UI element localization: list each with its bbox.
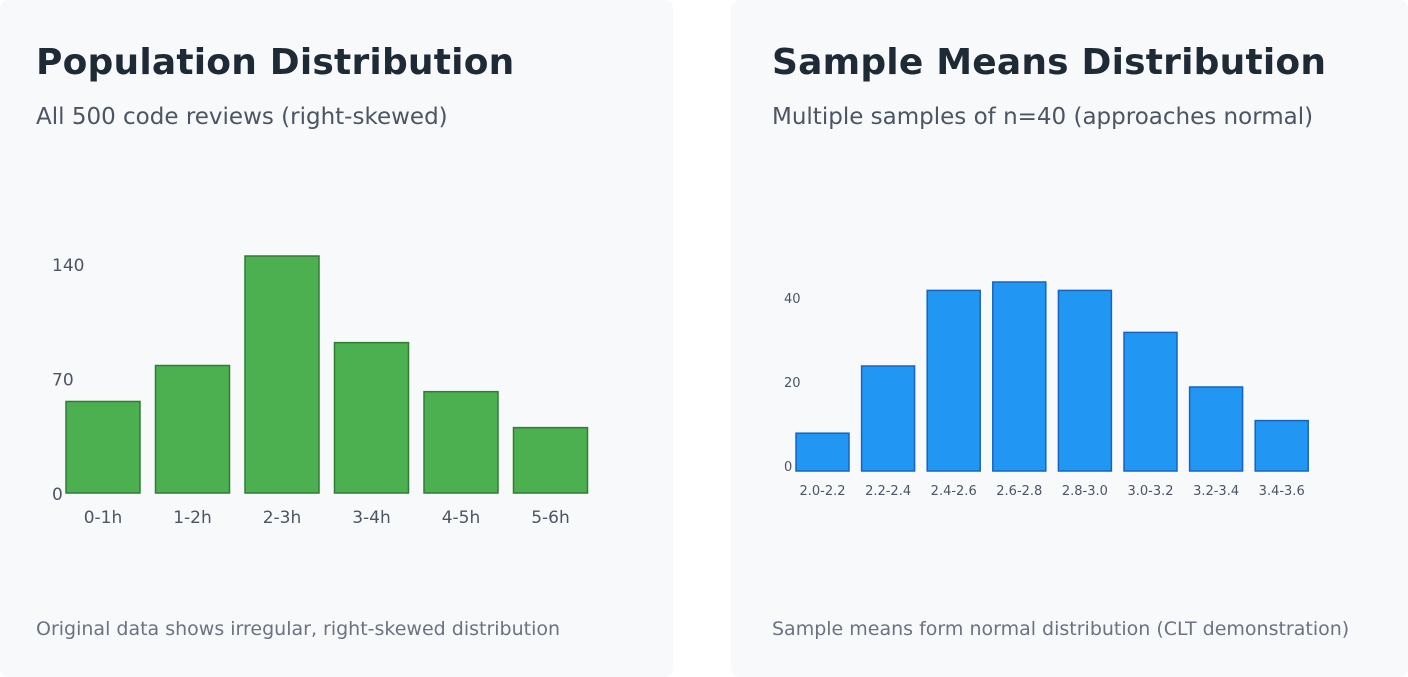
sample-means-histogram: 0 20 40 2.0-2.2 2.2-2.4 2.4-2.6 2.6-2.8 2.8-3.0… <box>784 281 1309 499</box>
sample-means-bar <box>1188 386 1244 472</box>
population-subtitle: All 500 code reviews (right-skewed) <box>36 104 448 130</box>
sample-means-x-tick-label: 3.2-3.4 <box>1193 484 1239 499</box>
sample-means-panel: Sample Means Distribution Multiple sampl… <box>731 0 1408 677</box>
sample-means-subtitle: Multiple samples of n=40 (approaches nor… <box>772 104 1314 130</box>
sample-means-y-tick-label: 40 <box>784 292 801 307</box>
sample-means-x-tick-label: 2.0-2.2 <box>799 484 845 499</box>
population-bar <box>423 390 499 494</box>
sample-means-bar <box>1123 331 1178 472</box>
sample-means-bar <box>992 281 1047 472</box>
population-bar <box>512 426 589 494</box>
population-y-tick-label: 140 <box>52 256 84 276</box>
sample-means-y-tick-label: 20 <box>784 376 801 391</box>
sample-means-x-tick-label: 2.6-2.8 <box>996 484 1042 499</box>
sample-means-x-tick-label: 3.0-3.2 <box>1127 484 1173 499</box>
sample-means-y-tick-label: 0 <box>784 460 792 475</box>
population-x-tick-label: 3-4h <box>352 508 391 528</box>
sample-means-bar <box>860 365 916 472</box>
population-title: Population Distribution <box>36 42 515 83</box>
population-bar <box>244 255 320 494</box>
population-caption: Original data shows irregular, right-ske… <box>36 618 561 640</box>
sample-means-bar <box>1057 289 1113 472</box>
sample-means-x-tick-label: 3.4-3.6 <box>1259 484 1305 499</box>
population-histogram: 0 70 140 0-1h 1-2h 2-3h 3-4h 4-5h 5-6h <box>52 255 589 528</box>
population-x-tick-label: 2-3h <box>263 508 302 528</box>
sample-means-bar <box>926 289 981 472</box>
population-y-tick-label: 70 <box>52 371 74 391</box>
population-x-tick-label: 0-1h <box>84 508 123 528</box>
sample-means-x-tick-label: 2.4-2.6 <box>931 484 977 499</box>
population-bar <box>65 400 141 494</box>
population-y-tick-label: 0 <box>52 485 63 505</box>
population-x-tick-label: 4-5h <box>442 508 481 528</box>
sample-means-x-tick-label: 2.2-2.4 <box>865 484 911 499</box>
population-x-tick-label: 1-2h <box>173 508 212 528</box>
sample-means-title: Sample Means Distribution <box>772 42 1327 83</box>
population-bar <box>154 364 231 494</box>
population-x-tick-label: 5-6h <box>531 508 570 528</box>
sample-means-bar <box>1254 419 1309 472</box>
sample-means-bar <box>795 432 850 472</box>
sample-means-caption: Sample means form normal distribution (C… <box>772 618 1350 640</box>
population-bar <box>333 341 410 494</box>
population-panel: Population Distribution All 500 code rev… <box>0 0 673 677</box>
sample-means-x-tick-label: 2.8-3.0 <box>1062 484 1108 499</box>
